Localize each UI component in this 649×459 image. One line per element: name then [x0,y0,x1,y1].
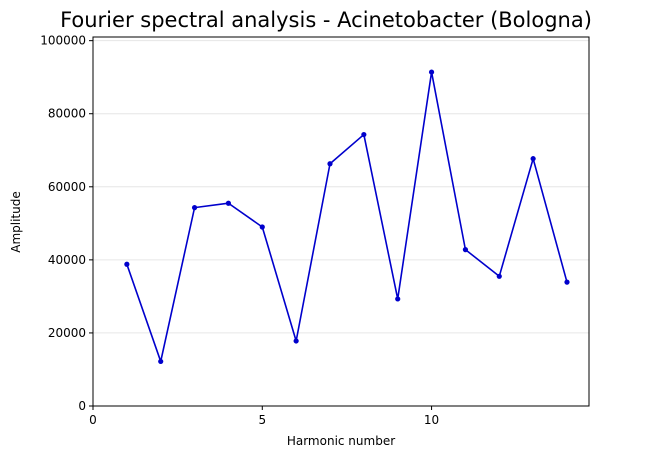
y-tick-label: 100000 [40,34,86,48]
data-point [496,273,502,279]
chart-title: Fourier spectral analysis - Acinetobacte… [60,8,592,32]
x-axis-label: Harmonic number [287,434,395,448]
series-line [126,71,568,363]
x-tick-label: 10 [424,413,439,427]
y-tick-label: 0 [78,399,86,413]
x-tick-label: 5 [258,413,266,427]
data-point [259,224,265,230]
x-tick-label: 0 [89,413,97,427]
data-point [564,279,570,285]
data-point [293,338,299,344]
data-point [225,200,232,206]
data-point [462,247,469,253]
data-point [124,261,130,267]
y-tick-label: 60000 [48,180,86,194]
series [124,69,570,365]
y-tick-label: 40000 [48,253,86,267]
plot-frame [92,36,590,407]
data-point [530,156,536,162]
y-axis-label: Amplitude [9,191,23,253]
data-point [191,205,198,211]
y-tick-label: 80000 [48,107,86,121]
data-point [158,358,164,365]
data-point [428,69,435,75]
y-tick-label: 20000 [48,326,86,340]
data-point [395,296,401,302]
data-point [327,161,333,167]
data-point [361,131,367,138]
x-axis-ticks: 0 5 10 [89,406,439,427]
y-axis-ticks: 0 20000 40000 60000 80000 100000 [40,34,93,413]
